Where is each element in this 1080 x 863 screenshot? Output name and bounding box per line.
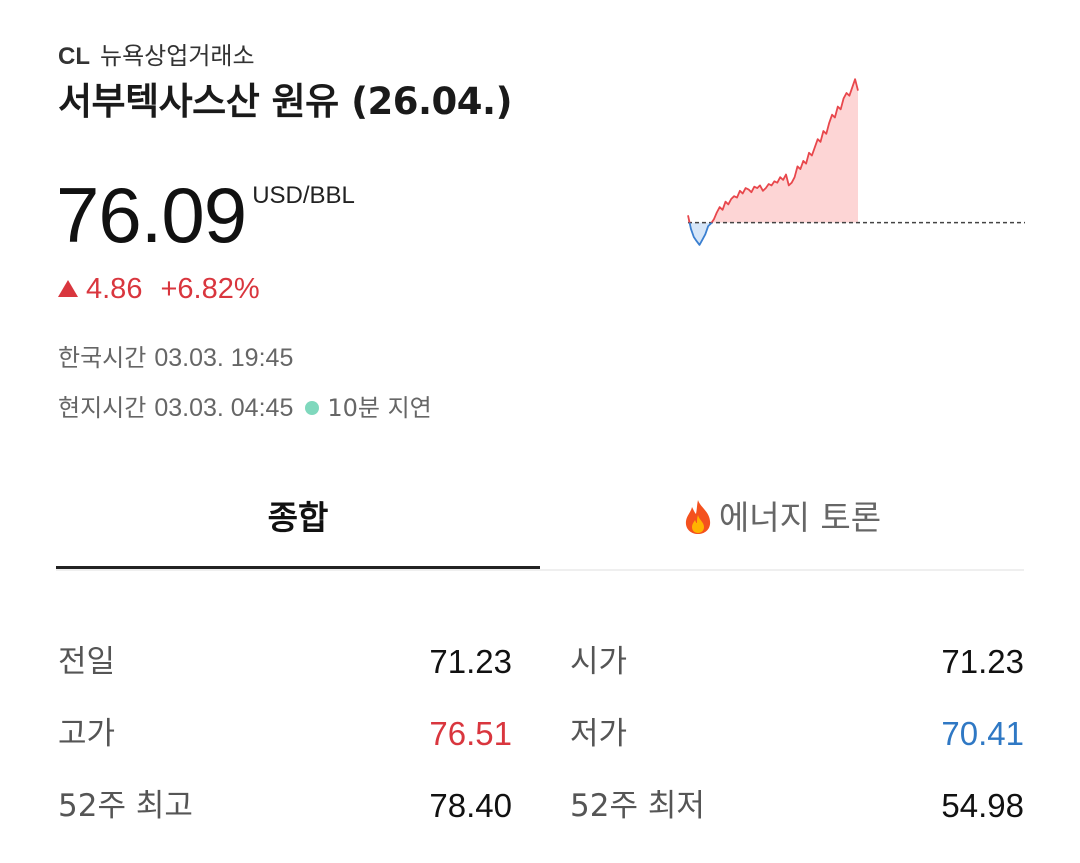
tab-energy-label: 에너지 토론 (718, 498, 882, 537)
stat-row-high-low: 고가 76.51 저가 70.41 (58, 698, 1024, 770)
price-change-percent: +6.82% (160, 273, 260, 305)
status-dot-icon (305, 400, 320, 415)
exchange-name: 뉴욕상업거래소 (100, 42, 255, 70)
korea-time-value: 03.03. 19:45 (154, 344, 294, 372)
price-unit: USD/BBL (252, 182, 355, 209)
up-triangle-icon (58, 279, 78, 297)
stat-row-52week: 52주 최고 78.40 52주 최저 54.98 (58, 770, 1024, 842)
stat-value: 70.41 (941, 715, 1024, 752)
local-time-label: 현지시간 (58, 394, 147, 422)
stat-value: 71.23 (941, 643, 1024, 680)
fire-icon (685, 499, 710, 534)
intraday-sparkline (687, 78, 1025, 246)
stat-label: 52주 최고 (58, 788, 193, 824)
stats-table: 전일 71.23 시가 71.23 고가 76.51 저가 70.41 52주 … (58, 626, 1024, 842)
tab-energy-discussion[interactable]: 에너지 토론 (540, 470, 1024, 570)
stat-value: 54.98 (941, 787, 1024, 824)
instrument-title: 서부텍사스산 원유 (26.04.) (58, 80, 513, 123)
stat-value: 71.23 (429, 643, 512, 680)
stat-label: 시가 (570, 644, 628, 680)
local-time-line: 현지시간 03.03. 04:45 10분 지연 (58, 391, 432, 425)
stat-low: 저가 70.41 (570, 698, 1024, 770)
current-price: 76.09 (56, 171, 247, 259)
tab-summary[interactable]: 종합 (56, 470, 540, 571)
exchange-line: CL 뉴욕상업거래소 (58, 38, 678, 74)
price-change: 4.86 (86, 273, 143, 305)
stat-label: 저가 (570, 716, 628, 752)
delay-notice: 10분 지연 (327, 394, 432, 422)
instrument-header: CL 뉴욕상업거래소 서부텍사스산 원유 (26.04.) (58, 38, 678, 128)
ticker-code: CL (58, 43, 90, 70)
korea-time-line: 한국시간 03.03. 19:45 (58, 341, 293, 375)
sparkline-line-up (687, 78, 859, 223)
stat-value: 76.51 (429, 715, 512, 752)
sparkline-area-up (688, 79, 858, 223)
tab-divider (56, 569, 1024, 571)
stat-label: 고가 (58, 716, 116, 752)
stat-row-prev-open: 전일 71.23 시가 71.23 (58, 626, 1024, 698)
tab-bar: 종합 에너지 토론 (56, 470, 1024, 572)
stat-label: 전일 (58, 644, 116, 680)
price-change-row: 4.86 +6.82% (58, 270, 260, 308)
sparkline-area-down (688, 222, 858, 245)
tab-summary-label: 종합 (267, 498, 329, 537)
stat-prev-close: 전일 71.23 (58, 626, 512, 698)
price-row: 76.09 USD/BBL (56, 170, 355, 260)
stat-52week-high: 52주 최고 78.40 (58, 770, 512, 842)
stat-high: 고가 76.51 (58, 698, 512, 770)
local-time-value: 03.03. 04:45 (154, 394, 294, 422)
stat-52week-low: 52주 최저 54.98 (570, 770, 1024, 842)
stat-open: 시가 71.23 (570, 626, 1024, 698)
korea-time-label: 한국시간 (58, 344, 147, 372)
stat-label: 52주 최저 (570, 788, 705, 824)
stat-value: 78.40 (429, 787, 512, 824)
